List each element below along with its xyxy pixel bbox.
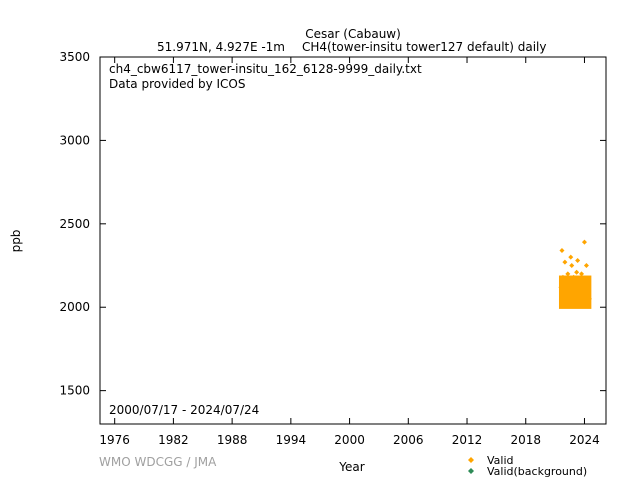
data-point	[575, 258, 581, 264]
y-axis: 1500 2000 2500 3000 3500	[59, 50, 606, 398]
legend: Valid Valid(background)	[468, 454, 587, 478]
legend-label-valid: Valid	[487, 454, 514, 467]
chart-subtitle-species: CH4(tower-insitu tower127 default) daily	[302, 40, 546, 54]
annotation-file: ch4_cbw6117_tower-insitu_162_6128-9999_d…	[109, 62, 422, 76]
chart-title: Cesar (Cabauw)	[305, 27, 401, 41]
watermark: WMO WDCGG / JMA	[99, 455, 217, 469]
x-tick-label: 1976	[99, 433, 130, 447]
x-axis-label: Year	[338, 460, 364, 474]
x-tick-label: 2000	[334, 433, 365, 447]
y-tick-label: 2500	[59, 217, 90, 231]
x-axis: 1976 1982 1988 1994 2000 2006 2012 2018 2024	[99, 57, 600, 447]
data-point	[565, 271, 571, 277]
y-tick-label: 3000	[59, 133, 90, 147]
y-tick-label: 2000	[59, 300, 90, 314]
annotation-period: 2000/07/17 - 2024/07/24	[109, 403, 259, 417]
annotation-provider: Data provided by ICOS	[109, 77, 245, 91]
x-tick-label: 1982	[158, 433, 189, 447]
data-point	[574, 269, 580, 275]
x-tick-label: 2012	[452, 433, 483, 447]
legend-marker-valid	[468, 457, 474, 463]
y-axis-label: ppb	[9, 230, 23, 253]
data-point	[559, 248, 565, 254]
data-point	[579, 271, 585, 277]
y-tick-label: 1500	[59, 384, 90, 398]
x-tick-label: 1988	[217, 433, 248, 447]
legend-marker-valid-background	[468, 468, 474, 474]
data-point	[569, 263, 575, 269]
y-tick-label: 3500	[59, 50, 90, 64]
x-tick-label: 2018	[510, 433, 541, 447]
data-points	[558, 239, 592, 309]
plot-frame	[99, 56, 607, 425]
data-point	[562, 259, 568, 265]
chart-subtitle-location: 51.971N, 4.927E -1m	[157, 40, 285, 54]
data-point	[583, 263, 589, 269]
x-tick-label: 2006	[393, 433, 424, 447]
data-point	[568, 254, 574, 260]
x-tick-label: 2024	[569, 433, 600, 447]
data-point	[581, 239, 587, 245]
data-point-band	[558, 275, 592, 309]
x-tick-label: 1994	[276, 433, 307, 447]
legend-label-valid-background: Valid(background)	[487, 465, 587, 478]
